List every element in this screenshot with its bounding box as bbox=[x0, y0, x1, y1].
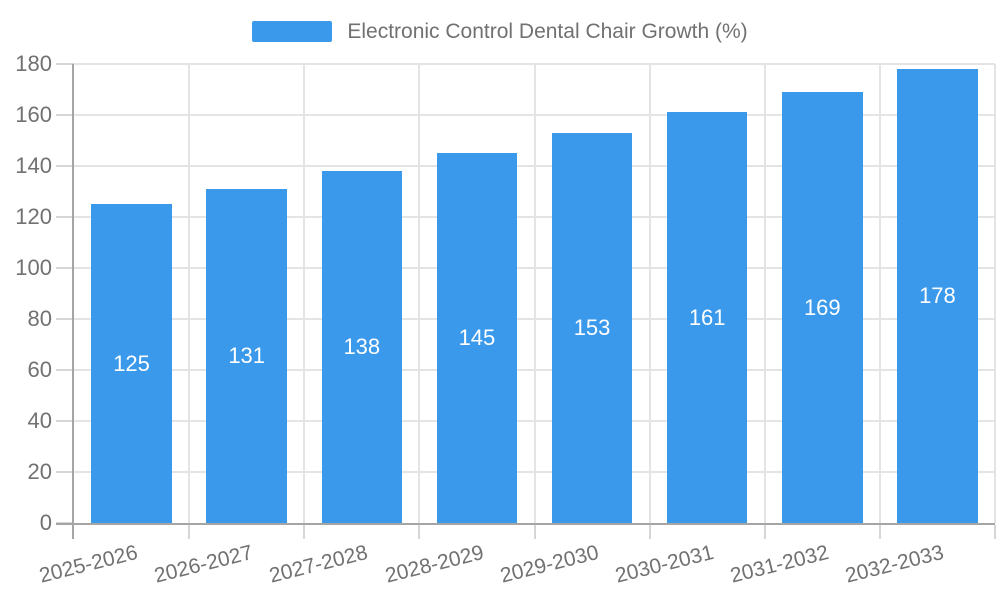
x-axis-label: 2025-2026 bbox=[37, 541, 141, 588]
x-axis-label: 2032-2033 bbox=[842, 541, 947, 588]
y-axis-tick-label: 80 bbox=[27, 306, 52, 331]
gridline-vertical bbox=[533, 64, 536, 523]
bar[interactable] bbox=[436, 153, 518, 523]
x-axis-tick bbox=[533, 525, 536, 539]
x-axis-label: 2027-2028 bbox=[267, 541, 371, 588]
gridline-vertical bbox=[188, 64, 191, 523]
legend[interactable]: Electronic Control Dental Chair Growth (… bbox=[0, 21, 1000, 42]
x-axis-tick bbox=[763, 525, 766, 539]
y-axis-line bbox=[72, 64, 74, 539]
y-axis-tick-label: 0 bbox=[39, 510, 52, 535]
y-axis-tick bbox=[56, 63, 74, 65]
legend-swatch-icon bbox=[252, 21, 333, 42]
bar[interactable] bbox=[91, 204, 172, 523]
gridline-vertical bbox=[648, 64, 651, 523]
gridline-vertical bbox=[763, 64, 766, 523]
y-axis-tick-label: 40 bbox=[27, 408, 52, 433]
y-axis-tick bbox=[56, 471, 74, 473]
x-axis-label: 2030-2031 bbox=[612, 541, 716, 588]
x-axis-label: 2026-2027 bbox=[152, 541, 256, 588]
y-axis-tick bbox=[56, 318, 74, 320]
y-axis-tick bbox=[56, 369, 74, 371]
bar[interactable] bbox=[782, 92, 863, 523]
x-axis-tick bbox=[188, 525, 191, 539]
y-axis-tick bbox=[56, 420, 74, 422]
y-axis-tick-label: 180 bbox=[15, 51, 52, 76]
bar[interactable] bbox=[321, 171, 403, 523]
bar[interactable] bbox=[206, 188, 287, 523]
x-axis-label: 2028-2029 bbox=[382, 541, 486, 588]
bar[interactable] bbox=[551, 132, 633, 523]
y-axis-tick-label: 100 bbox=[15, 255, 52, 280]
gridline-vertical bbox=[418, 64, 421, 523]
bar[interactable] bbox=[666, 112, 748, 523]
y-axis-tick bbox=[56, 216, 74, 218]
y-axis-tick-label: 20 bbox=[27, 459, 52, 484]
y-axis-tick-label: 60 bbox=[27, 357, 52, 382]
bar[interactable] bbox=[897, 69, 978, 523]
x-axis-line bbox=[56, 523, 995, 525]
x-axis-tick bbox=[418, 525, 421, 539]
y-axis-tick bbox=[56, 114, 74, 116]
y-axis-tick-label: 160 bbox=[15, 102, 52, 127]
x-axis-label: 2029-2030 bbox=[497, 541, 601, 588]
x-axis-tick bbox=[648, 525, 651, 539]
legend-label: Electronic Control Dental Chair Growth (… bbox=[347, 20, 748, 43]
gridline-vertical bbox=[878, 64, 881, 523]
x-axis-tick bbox=[994, 525, 996, 539]
x-axis-tick bbox=[303, 525, 306, 539]
y-axis-tick bbox=[56, 267, 74, 269]
x-axis-tick bbox=[878, 525, 881, 539]
gridline-vertical bbox=[994, 64, 996, 523]
y-axis-tick-label: 120 bbox=[15, 204, 52, 229]
gridline-vertical bbox=[303, 64, 306, 523]
y-axis-tick-label: 140 bbox=[15, 153, 52, 178]
y-axis-tick bbox=[56, 165, 74, 167]
x-axis-label: 2031-2032 bbox=[727, 541, 831, 588]
